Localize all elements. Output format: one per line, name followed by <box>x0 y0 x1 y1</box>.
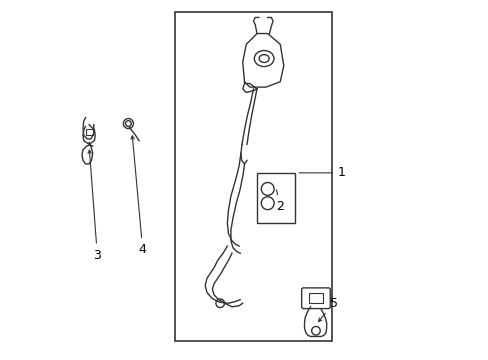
Bar <box>85 129 93 135</box>
Text: 2: 2 <box>276 190 284 213</box>
Text: 5: 5 <box>318 297 337 321</box>
Bar <box>257 173 294 223</box>
Text: 4: 4 <box>131 136 146 256</box>
Bar <box>308 293 323 303</box>
Text: 3: 3 <box>88 150 101 261</box>
Bar <box>175 12 331 341</box>
Text: 1: 1 <box>299 166 345 179</box>
